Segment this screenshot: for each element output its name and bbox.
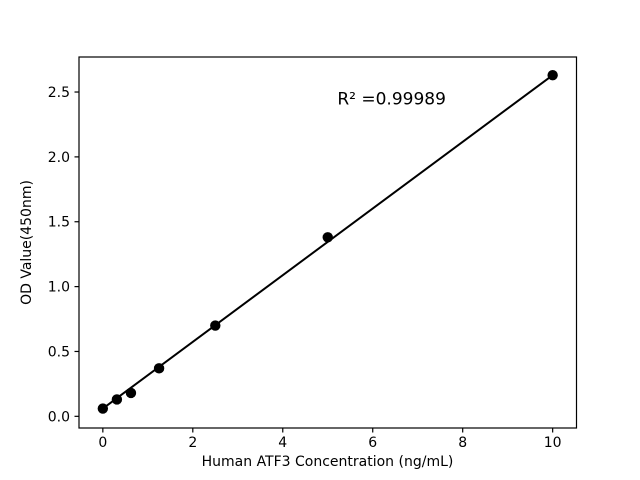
y-axis: 0.0 0.5 1.0 1.5 2.0 2.5 OD Value(450nm) — [19, 85, 79, 425]
data-point — [322, 232, 333, 243]
x-tick-label: 0 — [98, 435, 107, 451]
y-axis-label: OD Value(450nm) — [19, 180, 35, 305]
x-tick-label: 8 — [458, 435, 467, 451]
y-tick-label: 2.5 — [48, 85, 70, 101]
data-point — [111, 394, 123, 405]
x-axis: 0 2 4 6 8 10 Human ATF3 Concentration (ng/mL) — [98, 428, 562, 470]
plot-frame — [78, 56, 578, 429]
y-tick-label: 2.0 — [48, 150, 70, 166]
y-tick-label: 0.5 — [48, 344, 70, 360]
x-tick-label: 2 — [188, 435, 197, 451]
x-tick-label: 10 — [544, 435, 562, 451]
r-squared-annotation: R² =0.99989 — [337, 90, 446, 110]
data-point — [97, 403, 109, 414]
data-point — [210, 320, 221, 331]
x-ticks: 0 2 4 6 8 10 — [98, 428, 562, 451]
y-tick-label: 0.0 — [48, 409, 70, 425]
y-tick-label: 1.0 — [48, 280, 70, 296]
x-axis-label: Human ATF3 Concentration (ng/mL) — [202, 454, 454, 470]
data-points — [97, 69, 558, 414]
data-point — [153, 363, 165, 374]
data-point — [125, 387, 137, 399]
data-point — [547, 69, 558, 81]
x-tick-label: 4 — [278, 435, 287, 451]
y-ticks: 0.0 0.5 1.0 1.5 2.0 2.5 — [48, 85, 79, 425]
x-tick-label: 6 — [368, 435, 377, 451]
y-tick-label: 1.5 — [48, 215, 70, 231]
